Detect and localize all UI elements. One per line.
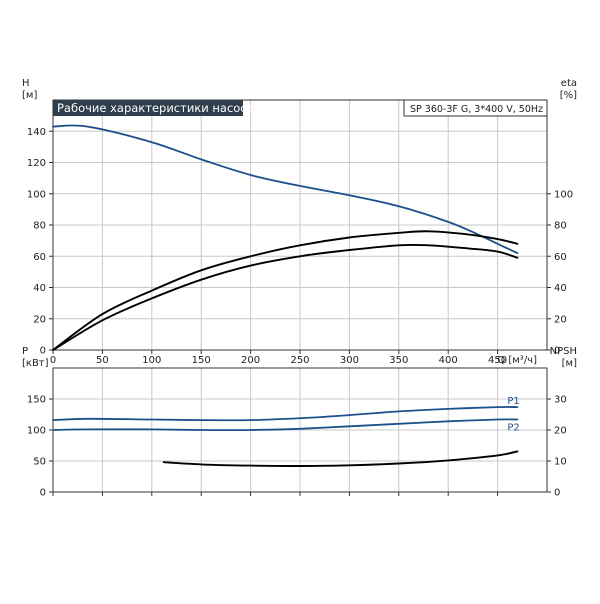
x-tick-label: 400 bbox=[439, 355, 458, 366]
series-line-p2 bbox=[52, 418, 519, 432]
y-tick-label: 60 bbox=[33, 252, 46, 263]
y-tick-label: 0 bbox=[40, 346, 46, 357]
y-right-axis-label-name: eta bbox=[561, 78, 577, 89]
y-right-tick-label: 60 bbox=[554, 252, 567, 263]
power-panel: 0 50 100 150 0 10 20 30 P[кВт] NPSH[м] P1 P2 bbox=[22, 346, 577, 499]
series-line bbox=[52, 243, 519, 351]
x-tick-label: 150 bbox=[192, 355, 211, 366]
y-right-tick-label: 30 bbox=[554, 395, 567, 406]
y-right-tick-label: 0 bbox=[554, 346, 560, 357]
x-tick-label: 100 bbox=[142, 355, 161, 366]
y-tick-label: 150 bbox=[27, 395, 46, 406]
y-right-tick-label: 20 bbox=[554, 426, 567, 437]
y-tick-label: 40 bbox=[33, 283, 46, 294]
y-tick-label: 80 bbox=[33, 221, 46, 232]
y-right-axis-label-name: NPSH bbox=[550, 346, 577, 357]
x-tick-label: 200 bbox=[241, 355, 260, 366]
y-right-axis-label-unit: [м] bbox=[562, 358, 577, 369]
y-right-tick-label: 100 bbox=[554, 189, 573, 200]
y-tick-label: 140 bbox=[27, 127, 46, 138]
y-right-tick-label: 80 bbox=[554, 221, 567, 232]
chart-title: Рабочие характеристики насоса bbox=[57, 101, 254, 115]
x-tick-label: 0 bbox=[50, 355, 56, 366]
y-axis-label-name: H bbox=[22, 78, 30, 89]
y-right-tick-label: 10 bbox=[554, 457, 567, 468]
subtitle-box bbox=[403, 99, 548, 117]
x-tick-label: 50 bbox=[96, 355, 109, 366]
series-line bbox=[162, 450, 519, 467]
series-label-p2: P2 bbox=[507, 422, 519, 433]
y-tick-label: 0 bbox=[40, 488, 46, 499]
chart-subtitle: SP 360-3F G, 3*400 V, 50Hz bbox=[410, 104, 543, 115]
title-box bbox=[53, 100, 243, 116]
series-line-p1 bbox=[52, 406, 519, 422]
y-right-axis-label-unit: [%] bbox=[560, 90, 577, 101]
x-axis-label: Q [м³/ч] bbox=[497, 355, 537, 366]
y-axis-label-name: P bbox=[22, 346, 28, 357]
x-tick-label: 350 bbox=[389, 355, 408, 366]
x-tick-label: 300 bbox=[340, 355, 359, 366]
x-tick-label: 250 bbox=[290, 355, 309, 366]
x-tick-label: 450 bbox=[488, 355, 507, 366]
y-right-tick-label: 0 bbox=[554, 488, 560, 499]
y-right-tick-label: 20 bbox=[554, 314, 567, 325]
y-tick-label: 100 bbox=[27, 189, 46, 200]
y-right-tick-label: 40 bbox=[554, 283, 567, 294]
y-tick-label: 120 bbox=[27, 158, 46, 169]
y-tick-label: 50 bbox=[33, 457, 46, 468]
performance-panel: 0 20 40 60 80 100 120 140 0 20 40 60 80 100 0 50 100 150 2… bbox=[22, 78, 577, 366]
y-axis-label-unit: [м] bbox=[22, 90, 37, 101]
series-label-p1: P1 bbox=[507, 396, 519, 407]
y-axis-label-unit: [кВт] bbox=[22, 358, 49, 369]
y-tick-label: 100 bbox=[27, 426, 46, 437]
series-line bbox=[52, 230, 519, 351]
y-tick-label: 20 bbox=[33, 314, 46, 325]
